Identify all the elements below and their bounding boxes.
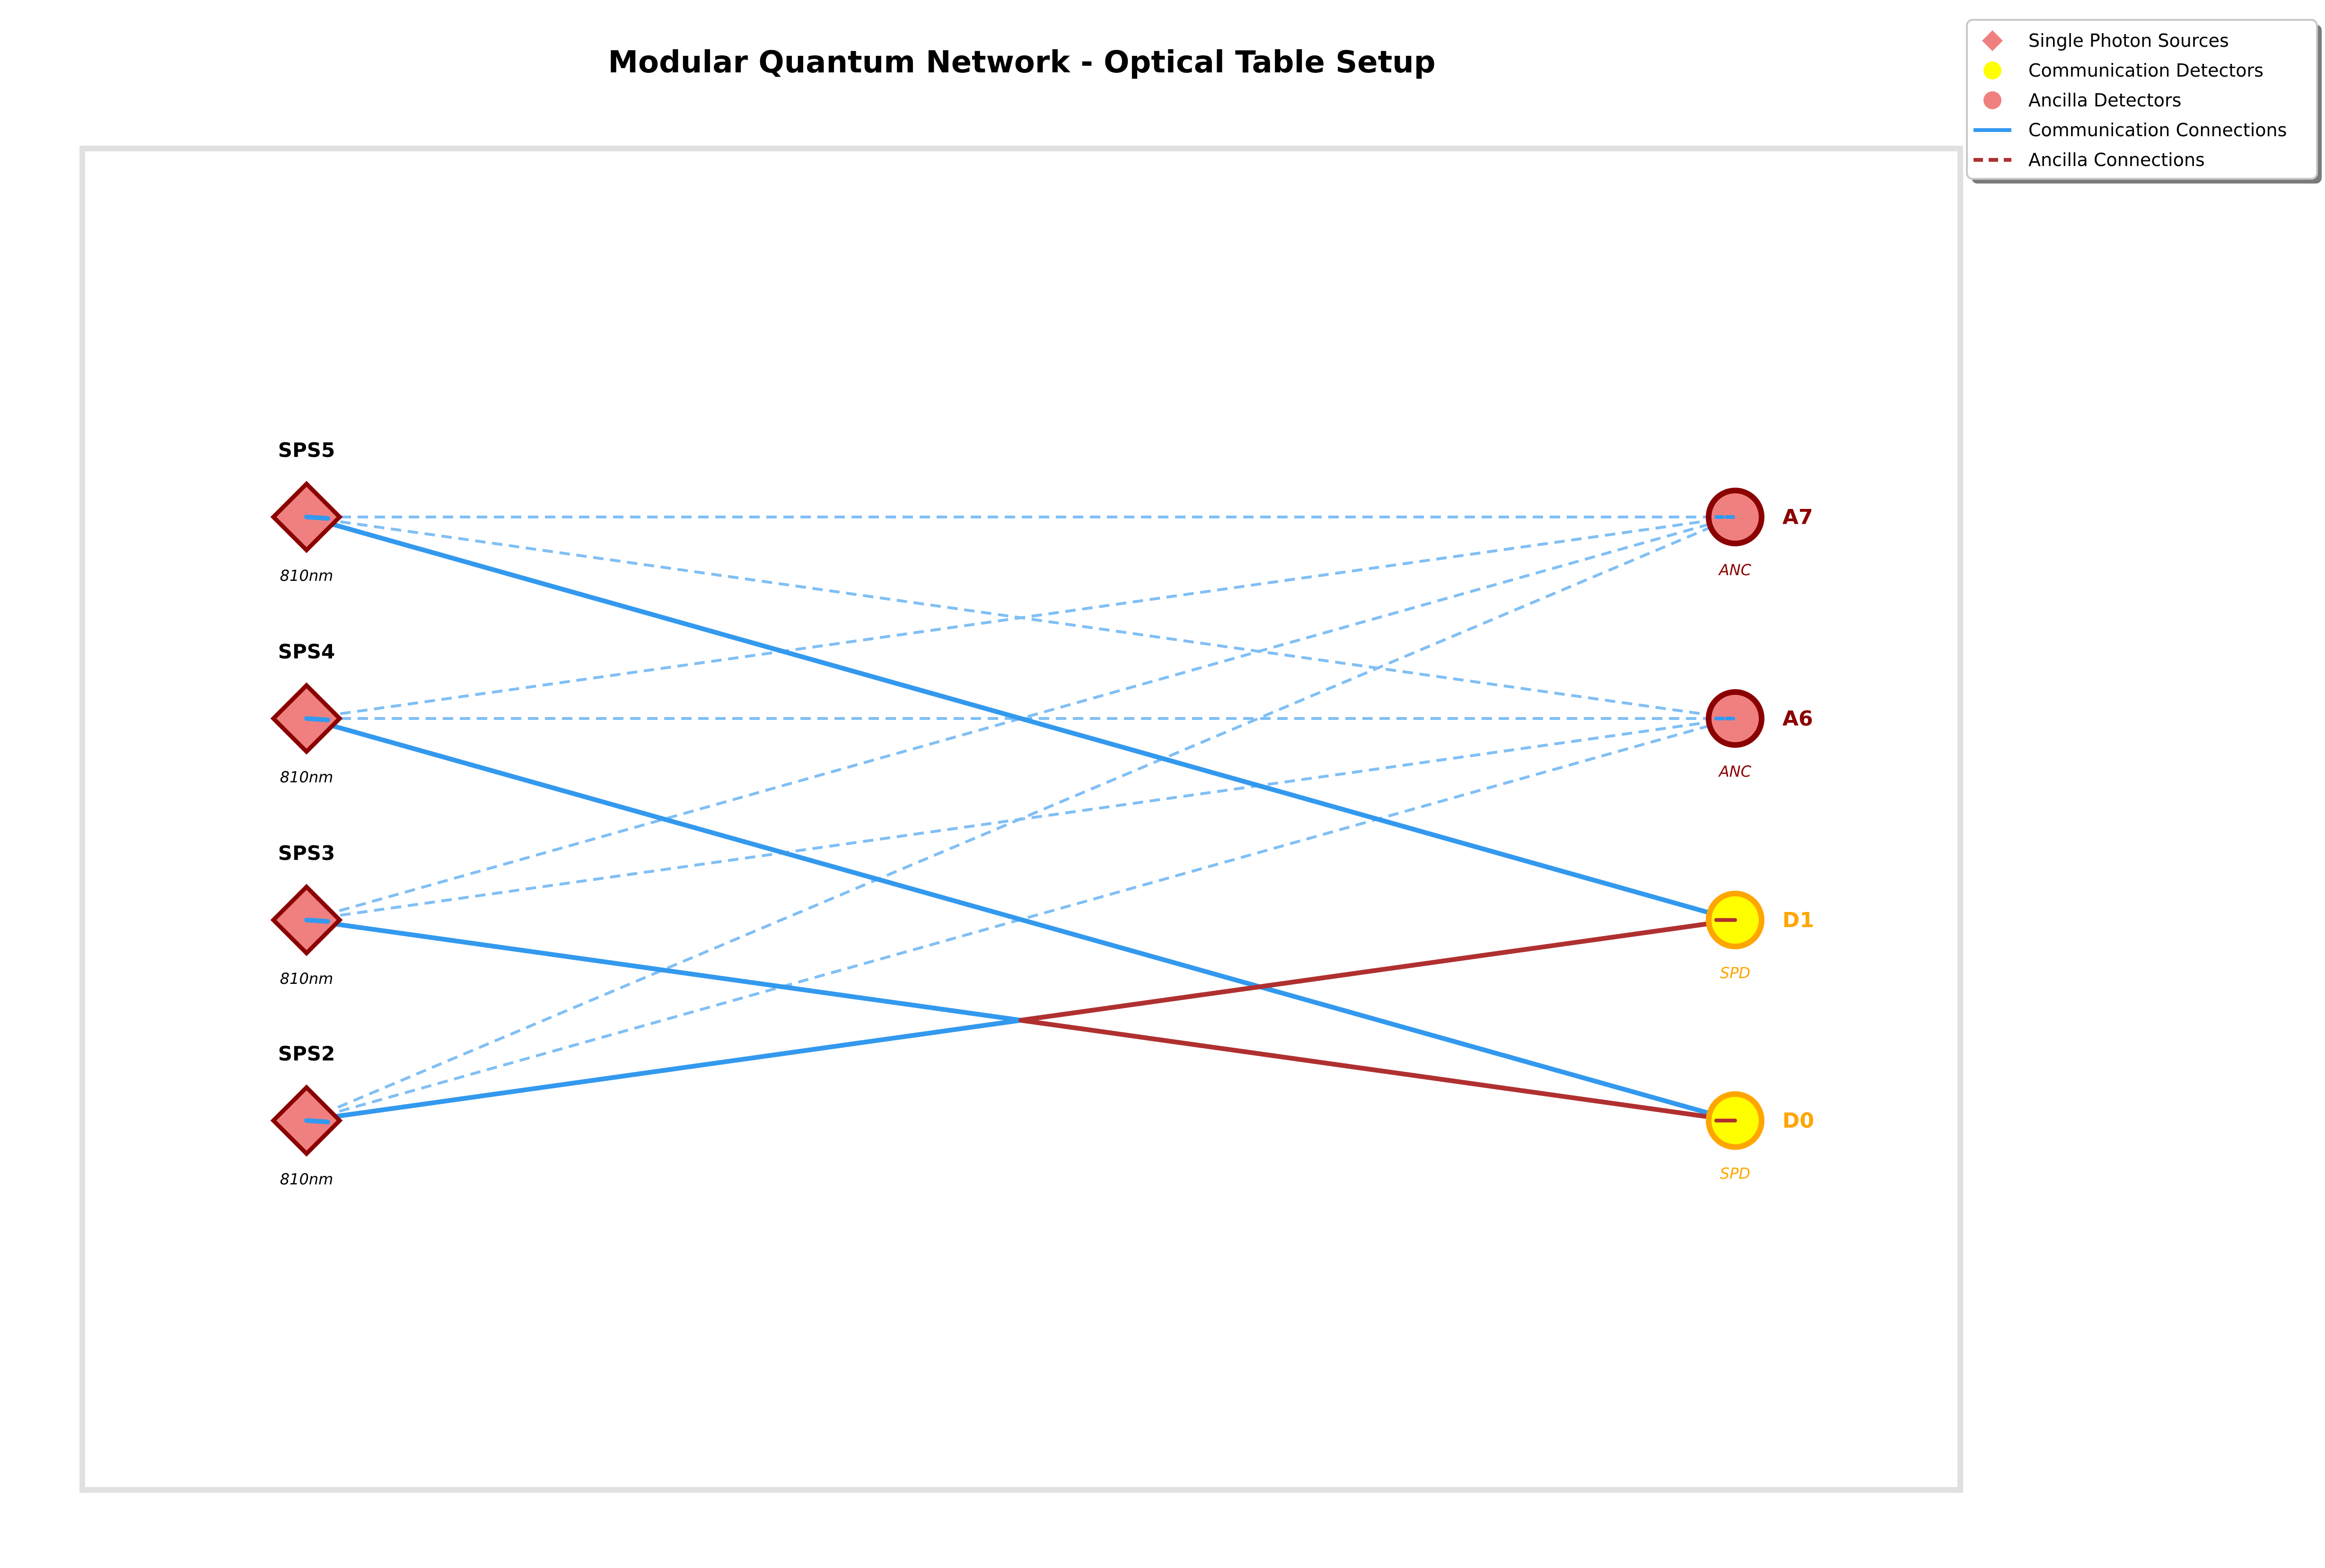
legend-label: Single Photon Sources [2028,30,2229,51]
legend-item: Communication Connections [1974,120,2287,140]
legend-diamond-icon [1982,30,2003,51]
legend-item: Single Photon Sources [1982,30,2229,51]
source-sps5: SPS5 810nm [270,438,343,585]
detector-type: ANC [1718,561,1752,579]
legend-box [1966,19,2318,180]
connection-SPS4-D0 [304,716,1737,1123]
legend-label: Ancilla Connections [2028,149,2205,170]
connection-SPS3-D0-detector-half [1018,1018,1737,1123]
connections-layer [304,515,1737,1123]
connection-SPS2-D1-source-half [304,1018,1023,1123]
detector-label: D0 [1782,1109,1814,1133]
optical-table-border [79,146,1963,1493]
source-stub [304,918,330,924]
source-sps3: SPS3 810nm [270,841,343,988]
detector-d1: D1 SPD [1706,891,1814,982]
legend-label: Communication Detectors [2028,60,2264,81]
legend: Single Photon Sources Communication Detec… [1966,19,2322,184]
source-label: SPS3 [278,841,335,865]
source-label: SPS4 [278,640,335,663]
legend-label: Ancilla Detectors [2028,90,2181,111]
detector-label: A6 [1782,707,1813,731]
legend-circle-icon [1983,61,2001,79]
source-wavelength: 810nm [280,768,333,786]
legend-items: Single Photon Sources Communication Detec… [1974,30,2287,170]
source-wavelength: 810nm [280,567,333,585]
source-label: SPS5 [278,438,335,462]
connection-SPS2-A7 [306,516,1736,1122]
detector-d0: D0 SPD [1706,1091,1814,1183]
detector-type: SPD [1720,964,1750,982]
nodes-layer: SPS5 810nm SPS4 810nm SPS3 810nm SPS2 810nm A7 AN… [270,438,1814,1188]
connection-SPS4-A7 [306,516,1736,720]
legend-item: Ancilla Connections [1974,149,2205,170]
source-stub [304,515,330,521]
detector-type: ANC [1718,762,1752,780]
detector-type: SPD [1720,1165,1750,1183]
legend-label: Communication Connections [2028,120,2287,140]
detector-a6: A6 ANC [1706,689,1813,780]
source-stub [304,1118,330,1124]
source-wavelength: 810nm [280,1170,333,1188]
source-sps2: SPS2 810nm [270,1042,343,1188]
connection-SPS3-D0-source-half [304,918,1023,1023]
connection-SPS2-D1-detector-half [1018,918,1737,1023]
legend-item: Communication Detectors [1983,60,2264,81]
detector-a7: A7 ANC [1706,488,1813,579]
detector-label: D1 [1782,908,1814,932]
diagram-title: Modular Quantum Network - Optical Table … [608,45,1435,80]
source-sps4: SPS4 810nm [270,640,343,786]
source-label: SPS2 [278,1042,335,1065]
legend-item: Ancilla Detectors [1983,90,2181,111]
connection-SPS5-D1 [304,515,1737,922]
source-stub [304,716,330,722]
legend-circle-icon [1983,91,2001,109]
detector-label: A7 [1782,505,1813,529]
source-wavelength: 810nm [280,970,333,988]
